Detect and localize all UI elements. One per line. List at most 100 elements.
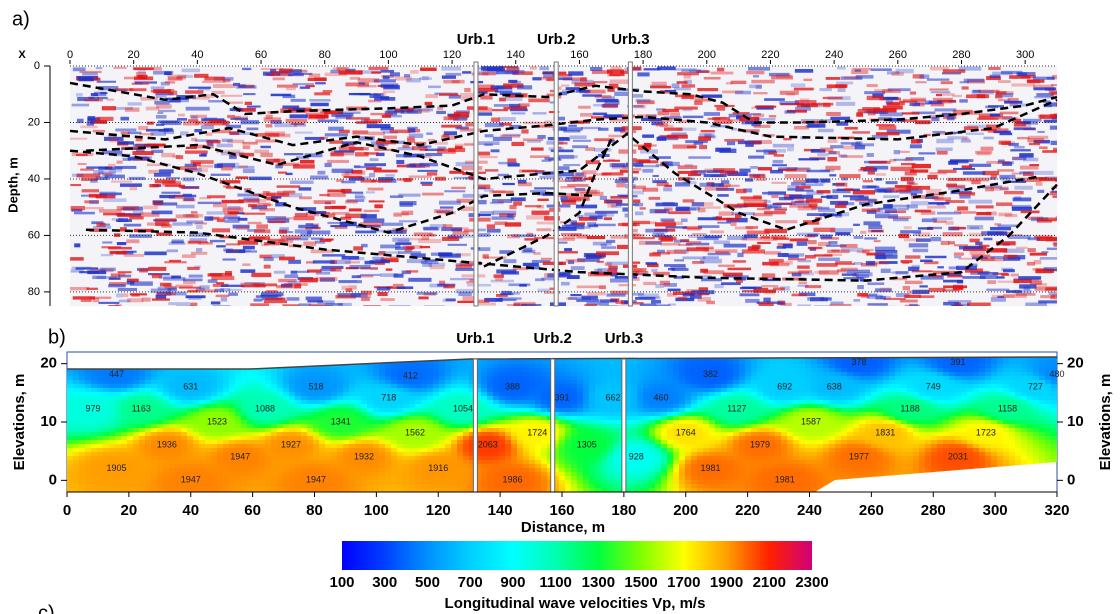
velocity-cell (199, 476, 206, 481)
seismic-wavelet (904, 158, 913, 162)
seismic-wavelet (220, 297, 228, 302)
velocity-cell (139, 456, 146, 461)
seismic-wavelet (273, 158, 286, 162)
velocity-cell (313, 400, 320, 405)
velocity-cell (121, 428, 128, 433)
velocity-cell (421, 368, 428, 373)
velocity-cell (265, 372, 272, 377)
seismic-wavelet (909, 91, 917, 95)
velocity-cell (415, 456, 422, 461)
velocity-cell (163, 444, 170, 449)
velocity-cell (235, 432, 242, 437)
velocity-cell (121, 456, 128, 461)
seismic-wavelet (276, 185, 301, 188)
seismic-wavelet (868, 293, 878, 297)
velocity-cell (439, 376, 446, 381)
velocity-cell (151, 424, 158, 429)
seismic-wavelet (459, 260, 481, 266)
seismic-wavelet (209, 273, 233, 277)
velocity-cell (193, 416, 200, 421)
velocity-cell (349, 452, 356, 457)
seismic-wavelet (267, 218, 290, 223)
seismic-wavelet (396, 286, 414, 290)
seismic-wavelet (1027, 79, 1041, 84)
seismic-wavelet (788, 258, 806, 261)
velocity-cell (379, 448, 386, 453)
seismic-wavelet (861, 208, 881, 212)
seismic-wavelet (1035, 268, 1054, 273)
velocity-cell (439, 444, 446, 449)
velocity-cell (223, 472, 230, 477)
velocity-cell (397, 476, 404, 481)
velocity-cell (247, 392, 254, 397)
velocity-cell (247, 440, 254, 445)
seismic-wavelet (477, 70, 498, 75)
velocity-cell (427, 384, 434, 389)
seismic-wavelet (614, 91, 632, 97)
velocity-cell (433, 440, 440, 445)
seismic-wavelet (541, 277, 560, 281)
seismic-wavelet (156, 291, 172, 296)
velocity-cell (421, 412, 428, 417)
velocity-cell (295, 428, 302, 433)
seismic-wavelet (950, 159, 974, 162)
velocity-cell (145, 440, 152, 445)
seismic-wavelet (373, 169, 398, 173)
seismic-wavelet (290, 180, 314, 184)
seismic-wavelet (875, 132, 900, 136)
velocity-cell (349, 440, 356, 445)
velocity-cell (223, 468, 230, 473)
seismic-wavelet (183, 197, 194, 202)
seismic-wavelet (396, 159, 405, 164)
seismic-wavelet (140, 212, 160, 217)
velocity-cell (373, 376, 380, 381)
velocity-cell (403, 460, 410, 465)
seismic-wavelet (292, 107, 306, 111)
seismic-wavelet (500, 134, 521, 138)
velocity-cell (121, 372, 128, 377)
velocity-cell (103, 464, 110, 469)
velocity-cell (343, 376, 350, 381)
velocity-cell (337, 480, 344, 485)
seismic-wavelet (771, 75, 793, 80)
velocity-cell (193, 464, 200, 469)
seismic-wavelet (996, 202, 1013, 206)
velocity-cell (403, 468, 410, 473)
velocity-cell (451, 400, 458, 405)
velocity-cell (151, 368, 158, 373)
velocity-cell (121, 488, 128, 492)
velocity-cell (409, 480, 416, 485)
velocity-cell (265, 408, 272, 413)
velocity-cell (229, 484, 236, 489)
velocity-cell (139, 424, 146, 429)
seismic-wavelet (421, 235, 430, 240)
seismic-wavelet (462, 71, 472, 74)
velocity-cell (217, 408, 224, 413)
velocity-cell (145, 400, 152, 405)
seismic-wavelet (662, 201, 675, 206)
seismic-wavelet (877, 207, 897, 210)
velocity-cell (175, 416, 182, 421)
velocity-cell (199, 484, 206, 489)
seismic-wavelet (491, 117, 500, 122)
velocity-cell (415, 400, 422, 405)
velocity-cell (397, 432, 404, 437)
seismic-wavelet (219, 235, 236, 239)
velocity-cell (217, 412, 224, 417)
velocity-cell (427, 472, 434, 477)
velocity-cell (433, 468, 440, 473)
velocity-cell (331, 380, 338, 385)
velocity-cell (349, 464, 356, 469)
seismic-wavelet (448, 95, 461, 99)
velocity-cell (427, 436, 434, 441)
velocity-cell (367, 464, 374, 469)
seismic-wavelet (317, 300, 335, 304)
velocity-cell (385, 476, 392, 481)
velocity-cell (301, 416, 308, 421)
seismic-wavelet (439, 280, 446, 285)
velocity-cell (205, 376, 212, 381)
velocity-cell (121, 476, 128, 481)
velocity-cell (301, 400, 308, 405)
velocity-cell (157, 472, 164, 477)
velocity-cell (367, 396, 374, 401)
